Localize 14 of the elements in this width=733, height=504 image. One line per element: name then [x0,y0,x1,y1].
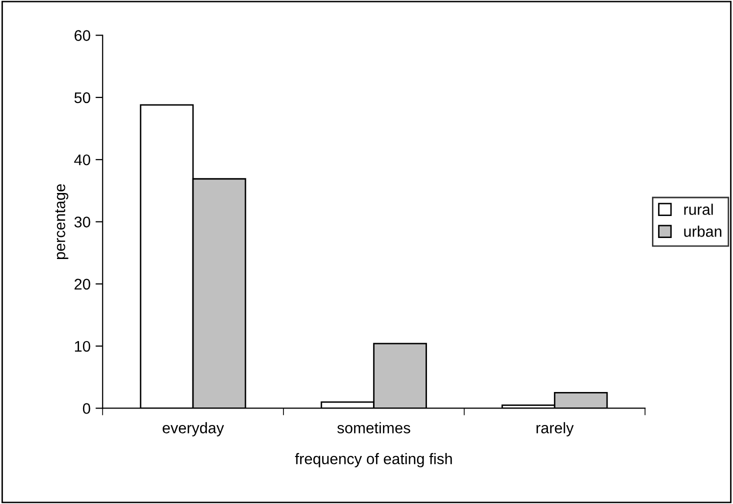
y-tick-label: 40 [74,154,90,166]
y-axis-title: percentage [55,184,68,259]
y-tick-label: 20 [74,278,90,290]
legend-label: urban [684,226,722,237]
x-axis-title: frequency of eating fish [295,453,452,468]
y-tick-label: 60 [74,30,90,41]
x-tick-label: everyday [162,422,224,436]
legend-label: rural [684,204,713,215]
y-tick-label: 30 [74,216,90,228]
x-tick-label: sometimes [337,422,410,434]
y-tick-label: 10 [74,340,90,352]
y-tick-label: 0 [82,403,90,414]
x-tick-label: rarely [536,422,574,436]
y-tick-label: 50 [74,92,90,104]
